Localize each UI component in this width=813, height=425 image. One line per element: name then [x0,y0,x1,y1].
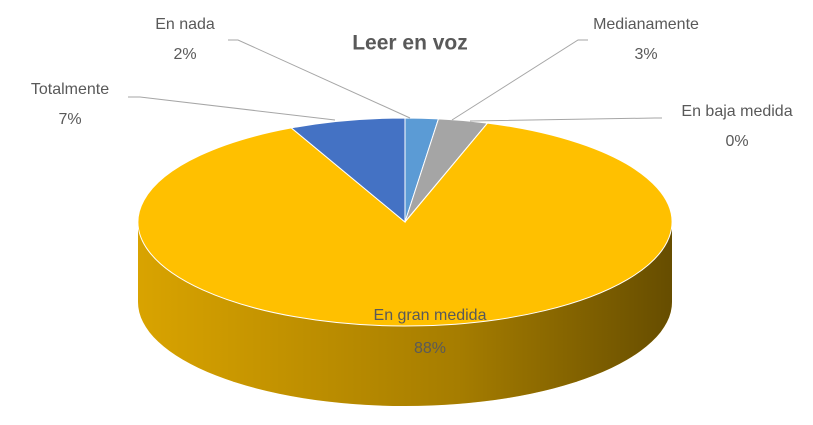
leader-line [228,39,411,119]
label-value: 7% [58,111,81,128]
pie [137,117,673,406]
chart-title: Leer en voz [352,32,468,55]
label-category: En gran medida [374,307,487,324]
leader-line [469,117,662,122]
label-category: Medianamente [593,16,699,33]
label-value: 0% [725,133,748,150]
leader-line [451,39,588,121]
label-value: 2% [173,46,196,63]
label-category: En nada [155,16,215,33]
leader-line [128,96,336,121]
slice [137,122,673,327]
slice-side-shade [138,222,672,406]
label-value: 3% [634,46,657,63]
label-category: Totalmente [31,81,109,98]
label-value: 88% [414,340,446,357]
slice [290,117,406,224]
label-category: En baja medida [681,103,792,120]
